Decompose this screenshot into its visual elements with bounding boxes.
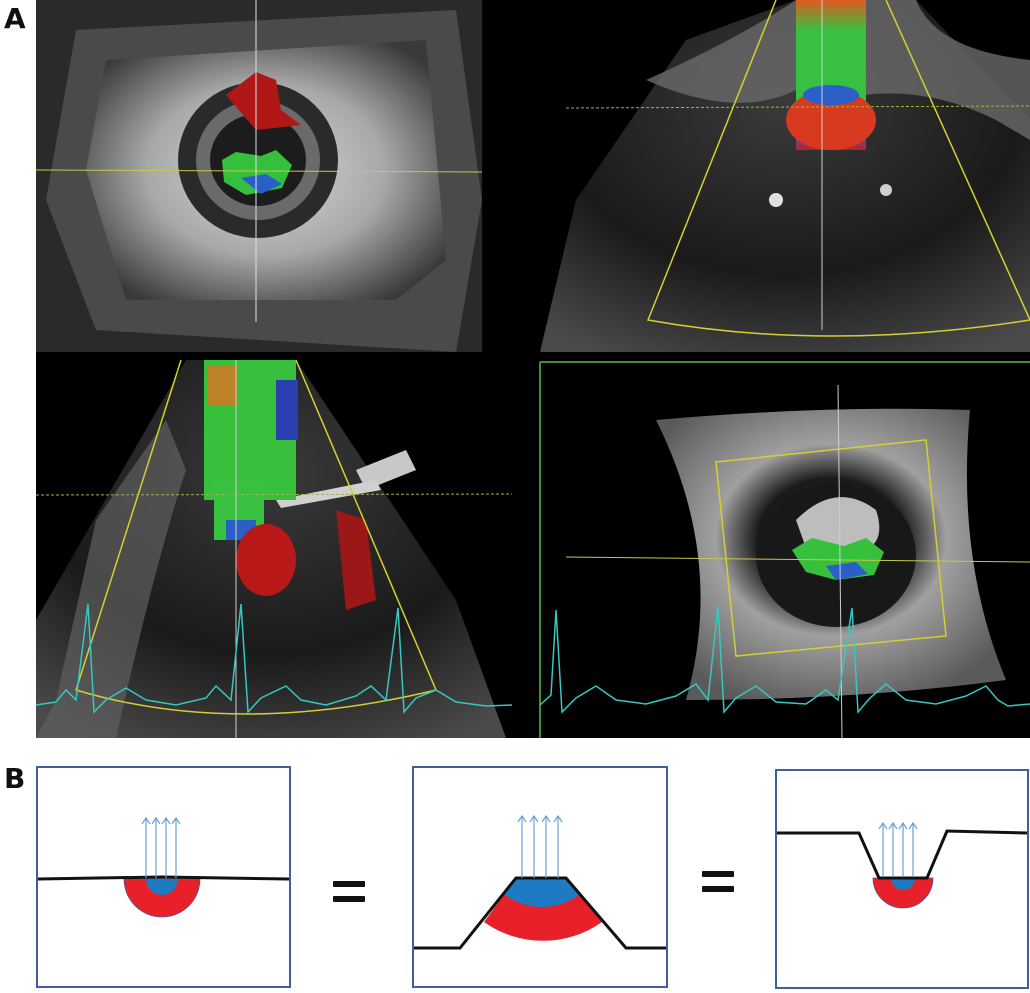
ecg-trace-left — [36, 603, 513, 714]
long-axis-view — [540, 0, 1030, 352]
equals-sign-2 — [702, 871, 734, 901]
panel-label-b: B — [4, 762, 26, 795]
panel-label-a: A — [4, 2, 26, 35]
bicommissural-view — [36, 359, 513, 738]
ecg-trace-right — [539, 605, 1030, 714]
schematic-flat-orifice — [36, 766, 291, 988]
schematic-recessed-orifice — [775, 769, 1029, 989]
short-axis-view — [539, 361, 1030, 738]
schematic-funnel-orifice — [412, 766, 668, 988]
3d-en-face-view — [36, 0, 483, 352]
echo-panel — [36, 0, 1030, 738]
equals-sign-1 — [333, 881, 365, 911]
